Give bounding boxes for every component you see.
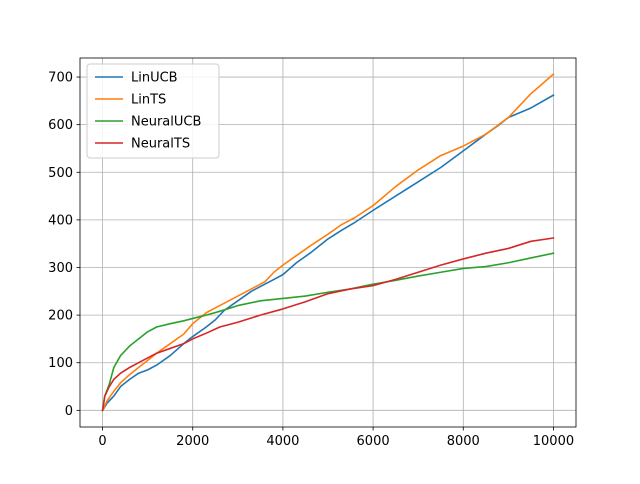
- legend-label-neuralts: NeuralTS: [131, 137, 190, 152]
- axes-frame: [79, 57, 577, 428]
- legend-label-lints: LinTS: [131, 93, 166, 108]
- y-tick-label: 100: [48, 356, 73, 371]
- legend-label-neuralucb: NeuralUCB: [131, 115, 201, 130]
- x-tick-label: 4000: [266, 434, 299, 449]
- y-tick-label: 700: [48, 71, 73, 86]
- axis-ticks: 0 2000 4000 6000 8000 10000 0 100 200 300 400 500 60…: [48, 71, 574, 449]
- series-line-neuralucb: [101, 252, 555, 412]
- grid-lines: [80, 58, 576, 427]
- x-tick-label: 10000: [533, 434, 574, 449]
- legend-label-linucb: LinUCB: [131, 71, 178, 86]
- y-tick-label: 200: [48, 309, 73, 324]
- series-line-neuralts: [101, 237, 555, 412]
- series-line-lints: [101, 73, 555, 412]
- y-tick-label: 0: [65, 404, 73, 419]
- x-tick-label: 8000: [447, 434, 480, 449]
- y-tick-label: 400: [48, 213, 73, 228]
- plot-series: [101, 73, 555, 412]
- x-tick-label: 6000: [357, 434, 390, 449]
- x-tick-label: 2000: [176, 434, 209, 449]
- series-line-linucb: [101, 94, 555, 412]
- y-tick-label: 600: [48, 118, 73, 133]
- legend-box: [86, 63, 220, 159]
- y-tick-label: 300: [48, 261, 73, 276]
- y-tick-label: 500: [48, 166, 73, 181]
- legend: LinUCB LinTS NeuralUCB NeuralTS: [86, 63, 220, 159]
- x-tick-label: 0: [98, 434, 106, 449]
